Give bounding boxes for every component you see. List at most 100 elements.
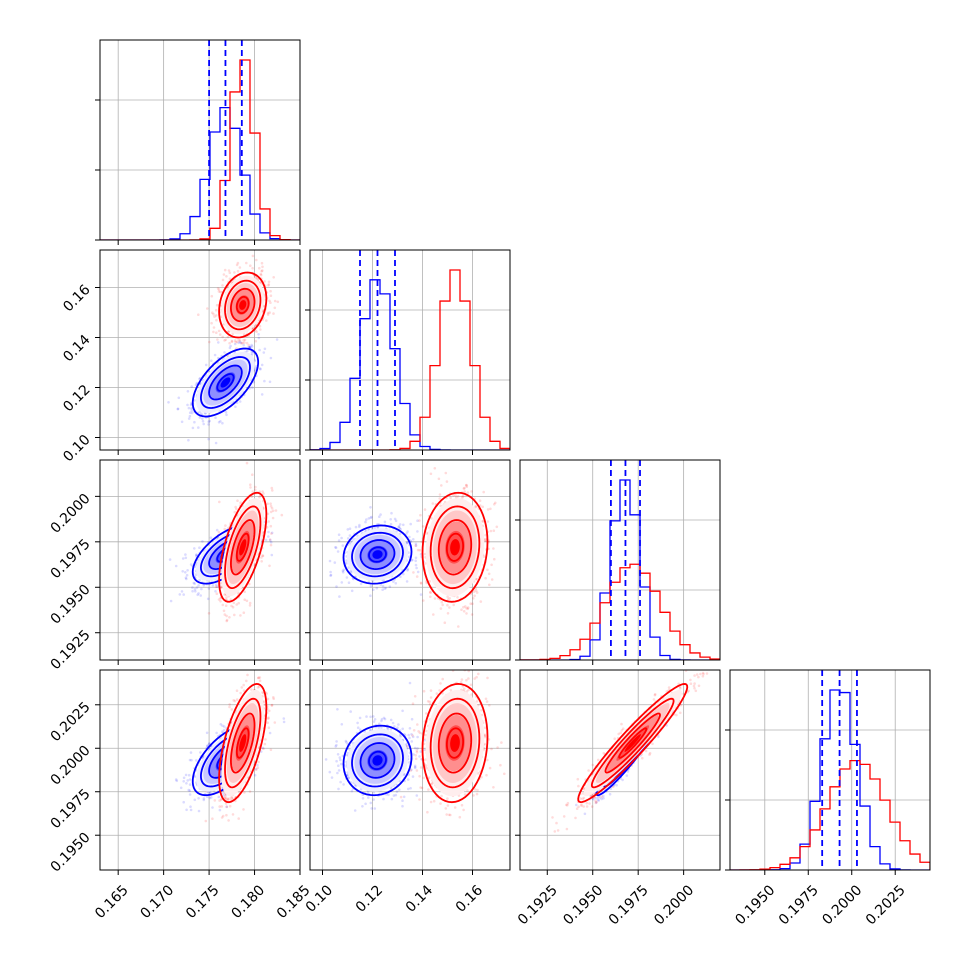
sample-point: [189, 808, 193, 812]
sample-point: [337, 539, 341, 542]
sample-point: [269, 504, 273, 508]
sample-point: [466, 491, 470, 494]
sample-point: [176, 407, 180, 411]
histogram-series-1: [100, 59, 300, 240]
histogram-series-1: [520, 563, 720, 660]
sample-point: [241, 341, 244, 345]
sample-point: [210, 359, 213, 363]
sample-point: [235, 507, 238, 511]
sample-point: [215, 528, 219, 532]
sample-point: [367, 517, 371, 520]
sample-point: [369, 594, 372, 597]
sample-point: [199, 594, 202, 597]
sample-point: [398, 523, 402, 526]
sample-point: [340, 536, 343, 540]
sample-point: [269, 502, 272, 506]
sample-point: [440, 600, 444, 604]
sample-point: [378, 515, 381, 518]
sample-point: [449, 496, 452, 500]
sample-point: [432, 613, 435, 616]
sample-point: [211, 311, 214, 315]
sample-point: [238, 340, 242, 344]
sample-point: [257, 333, 260, 336]
sample-point: [194, 383, 198, 387]
sample-point: [342, 568, 346, 572]
sample-point: [466, 606, 470, 609]
sample-point: [189, 751, 193, 754]
sample-point: [265, 526, 269, 529]
sample-point: [269, 540, 273, 544]
sample-point: [253, 773, 257, 777]
sample-point: [184, 556, 188, 560]
sample-point: [190, 411, 194, 415]
sample-point: [214, 590, 217, 593]
sample-point: [248, 345, 252, 349]
sample-point: [240, 341, 243, 345]
sample-point: [397, 525, 401, 529]
sample-point: [207, 423, 210, 426]
panel-frame: [99, 459, 301, 661]
sample-point: [217, 290, 221, 293]
sample-point: [469, 602, 473, 605]
panel-frame: [99, 39, 301, 241]
sample-point: [228, 346, 232, 350]
sample-point: [461, 494, 465, 498]
sample-point: [475, 591, 479, 594]
sample-point: [470, 490, 473, 493]
sample-point: [206, 597, 210, 601]
sample-point: [364, 520, 367, 524]
sample-point: [268, 564, 271, 568]
sample-point: [411, 558, 414, 562]
sample-point: [200, 412, 203, 416]
sample-point: [217, 795, 221, 799]
sample-point: [381, 584, 385, 588]
sample-point: [270, 532, 273, 535]
sample-point: [490, 563, 493, 567]
sample-point: [440, 484, 443, 487]
sample-point: [251, 254, 255, 258]
sample-point: [350, 571, 353, 574]
sample-point: [452, 494, 455, 497]
sample-point: [329, 570, 332, 574]
sample-point: [236, 269, 240, 273]
sample-point: [481, 520, 485, 523]
sample-point: [262, 351, 266, 354]
sample-point: [381, 588, 384, 591]
sample-point: [245, 599, 249, 603]
sample-point: [486, 520, 490, 523]
sample-point: [230, 604, 233, 608]
sample-point: [267, 520, 270, 523]
sample-point: [334, 546, 338, 549]
sample-point: [193, 547, 196, 550]
sample-point: [260, 363, 264, 367]
sample-point: [207, 791, 210, 794]
sample-point: [259, 328, 262, 331]
sample-point: [389, 518, 393, 521]
sample-point: [383, 520, 387, 524]
sample-point: [187, 417, 191, 420]
sample-point: [456, 495, 460, 498]
sample-point: [221, 724, 224, 727]
panel-frame: [309, 459, 511, 661]
sample-point: [428, 580, 432, 583]
sample-point: [270, 531, 274, 535]
sample-point: [222, 609, 226, 613]
sample-point: [223, 351, 226, 354]
sample-point: [234, 340, 237, 344]
sample-point: [214, 585, 218, 589]
sample-point: [405, 580, 409, 583]
sample-point: [258, 367, 262, 370]
sample-point: [178, 593, 182, 596]
sample-point: [230, 340, 234, 344]
sample-point: [260, 560, 264, 563]
contour-0-0: [342, 524, 413, 585]
sample-point: [213, 315, 216, 318]
sample-point: [246, 349, 249, 353]
sample-point: [221, 335, 224, 339]
sample-point: [198, 546, 201, 549]
sample-point: [217, 420, 221, 424]
sample-point: [406, 569, 409, 572]
sample-point: [429, 472, 433, 476]
contour-0-2: [208, 364, 243, 401]
sample-point: [217, 288, 221, 291]
